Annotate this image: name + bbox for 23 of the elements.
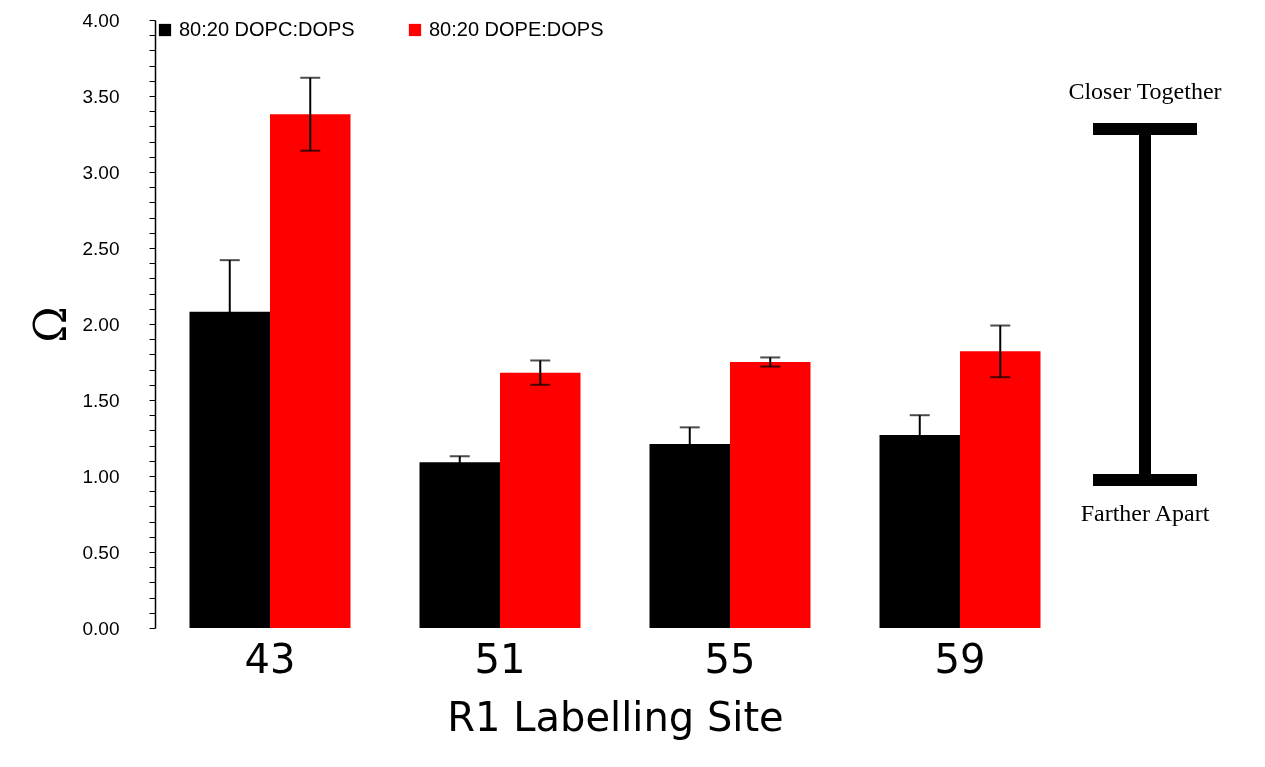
text: Farther Apart bbox=[1080, 500, 1210, 527]
x-tick-label: 51 bbox=[474, 635, 526, 682]
y-tick-label: 0.00 bbox=[82, 617, 120, 639]
y-tick-label: 3.50 bbox=[82, 85, 120, 107]
x-tick-label: 59 bbox=[934, 635, 986, 682]
x-tick-label: 55 bbox=[704, 635, 756, 682]
annotation: Closer Together bbox=[1068, 78, 1222, 105]
bar bbox=[960, 351, 1041, 628]
y-tick-label: 4.00 bbox=[82, 9, 120, 31]
y-tick-label: 1.50 bbox=[82, 389, 120, 411]
y-axis-title: Ω bbox=[24, 306, 76, 343]
legend-label: 80:20 DOPC:DOPS bbox=[179, 18, 355, 40]
x-axis-title: R1 Labelling Site bbox=[447, 693, 784, 740]
legend-label: 80:20 DOPE:DOPS bbox=[429, 18, 604, 40]
y-tick-label: 2.00 bbox=[82, 313, 120, 335]
bar bbox=[270, 114, 351, 628]
y-tick-label: 3.00 bbox=[82, 161, 120, 183]
y-tick-label: 2.50 bbox=[82, 237, 120, 259]
y-tick-label: 1.00 bbox=[82, 465, 120, 487]
bar bbox=[730, 362, 811, 628]
y-tick-label: 0.50 bbox=[82, 541, 120, 563]
bar bbox=[500, 372, 581, 628]
x-tick-label: 43 bbox=[244, 635, 296, 682]
